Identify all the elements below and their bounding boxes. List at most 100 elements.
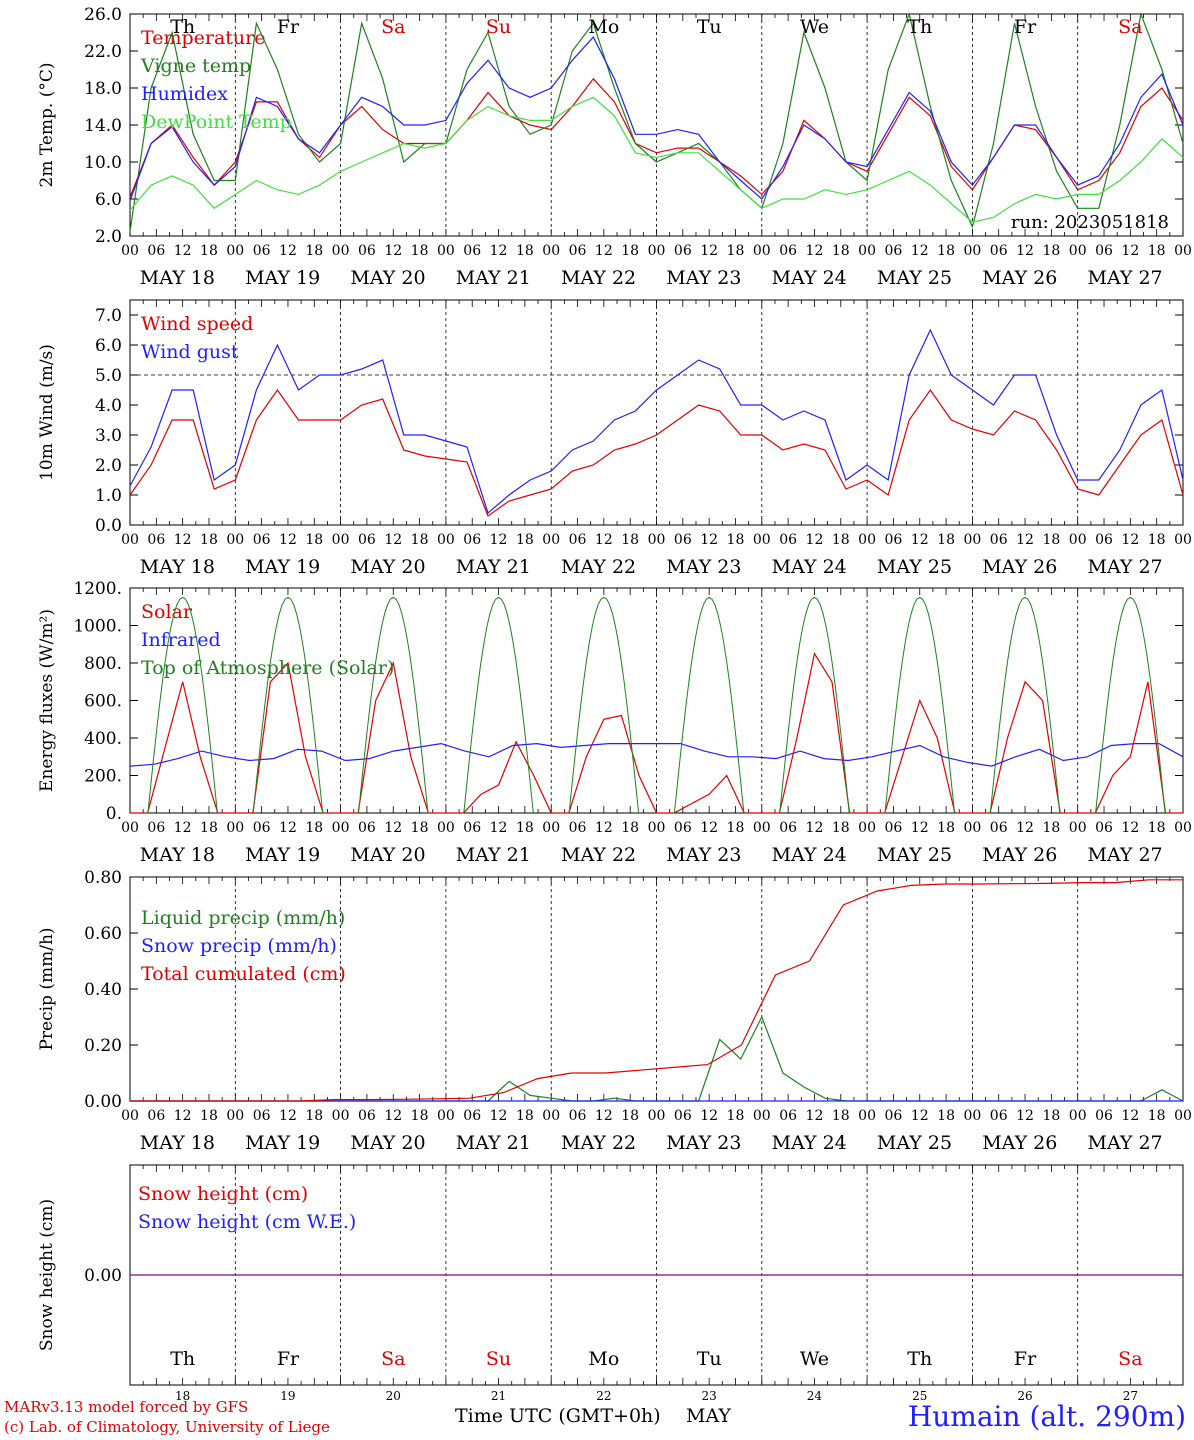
date-label: MAY 18 (140, 1132, 215, 1154)
day-name: Sa (381, 1348, 405, 1370)
hour-label: 18 (621, 532, 639, 548)
hour-label: 00 (648, 1108, 666, 1124)
hour-label: 06 (358, 820, 376, 836)
hour-label: 00 (963, 243, 981, 259)
day-name: Th (170, 16, 195, 38)
legend-entry: Snow height (cm W.E.) (138, 1211, 356, 1233)
series-line-toa (147, 596, 218, 814)
day-name: We (800, 1348, 829, 1370)
hour-label: 00 (437, 532, 455, 548)
legend-entry: Wind gust (141, 341, 239, 363)
day-name: Th (170, 1348, 195, 1370)
hour-label: 06 (463, 243, 481, 259)
hour-label: 18 (832, 532, 850, 548)
y-tick-label: 26.0 (84, 5, 122, 25)
hour-label: 06 (1095, 820, 1113, 836)
date-label: MAY 22 (561, 1132, 636, 1154)
hour-label: 00 (753, 532, 771, 548)
y-axis-label: 2m Temp. (°C) (37, 62, 57, 187)
hour-label: 18 (1148, 532, 1166, 548)
hour-label: 00 (332, 243, 350, 259)
date-label: MAY 25 (877, 1132, 952, 1154)
hour-label: 00 (963, 1108, 981, 1124)
hour-label: 18 (727, 820, 745, 836)
hour-label: 00 (226, 1108, 244, 1124)
hour-label: 12 (595, 532, 613, 548)
hour-label: 06 (253, 532, 271, 548)
day-number: 19 (280, 1389, 295, 1403)
hour-label: 00 (121, 1108, 139, 1124)
date-label: MAY 22 (561, 556, 636, 578)
hour-label: 06 (990, 1108, 1008, 1124)
y-tick-label: 6.0 (95, 336, 122, 356)
hour-label: 12 (911, 532, 929, 548)
day-number: 25 (912, 1389, 927, 1403)
date-label: MAY 23 (666, 844, 741, 866)
hour-label: 00 (648, 820, 666, 836)
hour-label: 12 (174, 532, 192, 548)
day-name: Sa (1118, 1348, 1142, 1370)
hour-label: 12 (174, 243, 192, 259)
hour-label: 12 (490, 820, 508, 836)
y-tick-label: 1000. (73, 617, 122, 637)
date-label: MAY 23 (666, 556, 741, 578)
day-name: Mo (588, 1348, 619, 1370)
hour-label: 18 (1148, 1108, 1166, 1124)
date-label: MAY 24 (772, 267, 847, 289)
date-label: MAY 21 (456, 267, 531, 289)
day-name: Su (486, 1348, 511, 1370)
legend-entry: Top of Atmosphere (Solar) (141, 657, 394, 679)
hour-label: 00 (1069, 532, 1087, 548)
hour-label: 00 (121, 820, 139, 836)
hour-label: 18 (200, 532, 218, 548)
hour-label: 12 (384, 1108, 402, 1124)
hour-label: 06 (1095, 243, 1113, 259)
hour-label: 06 (779, 532, 797, 548)
date-label: MAY 25 (877, 556, 952, 578)
y-tick-label: 0.80 (84, 868, 122, 888)
hour-label: 12 (279, 1108, 297, 1124)
hour-label: 06 (885, 1108, 903, 1124)
hour-label: 18 (1148, 243, 1166, 259)
hour-label: 06 (990, 820, 1008, 836)
legend-entry: Solar (141, 601, 193, 623)
date-label: MAY 24 (772, 556, 847, 578)
hour-label: 06 (569, 243, 587, 259)
day-name: Tu (697, 16, 722, 38)
series-line-toa (989, 596, 1061, 814)
date-label: MAY 19 (245, 556, 320, 578)
hour-label: 12 (700, 1108, 718, 1124)
y-tick-label: 5.0 (95, 366, 122, 386)
time-axis-label: Time UTC (GMT+0h) (455, 1405, 661, 1427)
y-tick-label: 0.0 (95, 516, 122, 536)
hour-label: 06 (674, 532, 692, 548)
hour-label: 00 (542, 1108, 560, 1124)
hour-label: 00 (753, 243, 771, 259)
series-line (130, 652, 1183, 814)
hour-label: 12 (1016, 1108, 1034, 1124)
hour-label: 06 (779, 1108, 797, 1124)
series-line-toa (358, 596, 429, 814)
date-label: MAY 23 (666, 267, 741, 289)
hour-label: 00 (648, 243, 666, 259)
y-tick-label: 6.0 (95, 190, 122, 210)
hour-label: 18 (411, 532, 429, 548)
series-line-toa (252, 596, 324, 814)
hour-label: 00 (121, 243, 139, 259)
hour-label: 00 (1069, 820, 1087, 836)
date-label: MAY 27 (1087, 556, 1162, 578)
hour-label: 12 (490, 532, 508, 548)
hour-label: 18 (516, 1108, 534, 1124)
day-name: Sa (1118, 16, 1142, 38)
hour-label: 00 (753, 820, 771, 836)
date-label: MAY 18 (140, 844, 215, 866)
date-label: MAY 18 (140, 556, 215, 578)
y-tick-label: 0.00 (84, 1266, 122, 1286)
day-number: 27 (1123, 1389, 1138, 1403)
series-line-toa (673, 596, 745, 814)
hour-label: 18 (727, 1108, 745, 1124)
hour-label: 18 (832, 243, 850, 259)
hour-label: 12 (279, 243, 297, 259)
hour-label: 12 (1121, 820, 1139, 836)
y-tick-label: 2.0 (95, 227, 122, 247)
